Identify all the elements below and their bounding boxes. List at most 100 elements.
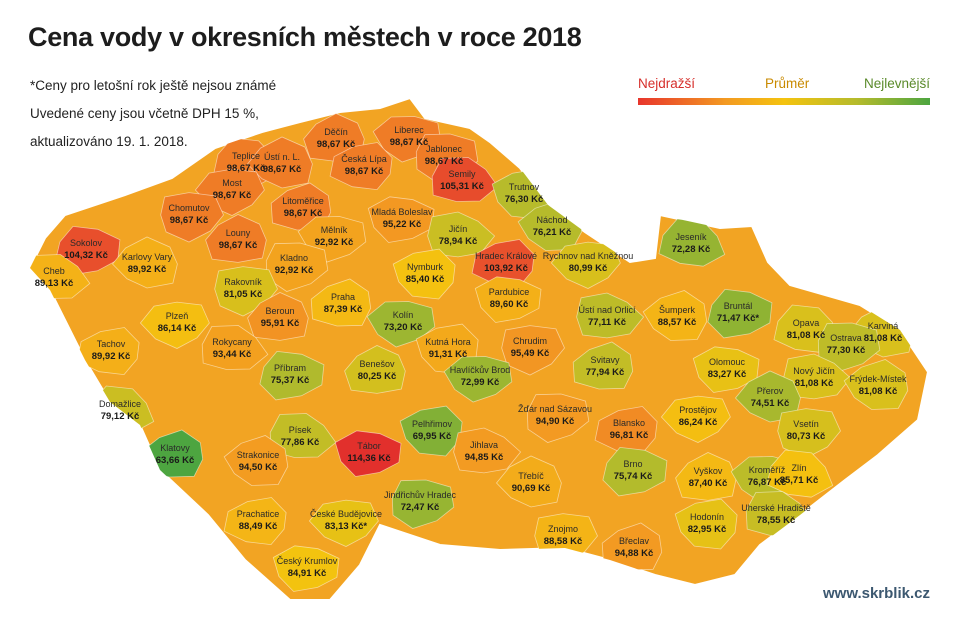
city-label-louny: Louny [226,228,251,238]
district-pisek [269,413,337,458]
legend-gradient-bar [638,98,930,105]
city-label-frydek-mistek: Frýdek-Místek [849,374,907,384]
city-label-brno: Brno [623,459,642,469]
district-brno [602,446,668,497]
note-vat: Uvedené ceny jsou včetně DPH 15 %, [30,106,259,121]
legend-label-high: Nejdražší [638,76,696,91]
district-havlickuv-brod [443,356,513,403]
price-label-rychnov-nad-kneznou: 80,99 Kč [569,263,608,274]
district-jicin [427,211,496,258]
price-label-nachod: 76,21 Kč [533,227,572,238]
district-bruntal [707,288,773,339]
price-label-hodonin: 82,95 Kč [688,524,727,535]
city-label-ceske-budejovice: České Budějovice [310,509,382,519]
district-sumperk [642,290,708,341]
district-hodonin [674,498,738,550]
city-label-plzen: Plzeň [166,311,189,321]
price-label-brno: 75,74 Kč [614,471,653,482]
price-label-hradec-kralove: 103,92 Kč [484,263,528,274]
district-mlada-boleslav [367,196,435,243]
city-label-cheb: Cheb [43,266,65,276]
district-vsetin [777,408,841,459]
city-label-kutna-hora: Kutná Hora [425,337,471,347]
district-olomouc [692,346,760,393]
district-praha [310,278,372,327]
district-ceska-lipa [329,142,393,191]
city-label-blansko: Blansko [613,418,645,428]
city-label-jicin: Jičín [449,224,468,234]
city-label-znojmo: Znojmo [548,524,578,534]
district-frydek-mistek [843,359,909,410]
city-label-pelhrimov: Pelhřimov [412,419,453,429]
price-label-jicin: 78,94 Kč [439,236,478,247]
city-label-bruntal: Bruntál [724,301,753,311]
price-label-rakovnik: 81,05 Kč [224,289,263,300]
district-pribram [259,350,325,401]
price-label-trebic: 90,69 Kč [512,483,551,494]
note-updated: aktualizováno 19. 1. 2018. [30,134,188,149]
city-label-rakovnik: Rakovník [224,277,262,287]
price-label-klatovy: 63,66 Kč [156,455,195,466]
color-legend: Nejdražší Průměr Nejlevnější [638,76,930,112]
site-url[interactable]: www.skrblik.cz [823,585,930,602]
city-label-olomouc: Olomouc [709,357,746,367]
district-jindrichuv-hradec [391,479,455,529]
city-label-chomutov: Chomutov [168,203,210,213]
city-label-benesov: Benešov [359,359,395,369]
price-label-uherske-hradiste: 78,55 Kč [757,515,796,526]
district-nymburk [392,248,456,300]
city-label-svitavy: Svitavy [590,355,620,365]
city-label-prachatice: Prachatice [237,509,280,519]
price-label-kutna-hora: 91,31 Kč [429,349,468,360]
price-label-louny: 98,67 Kč [219,240,258,251]
price-label-cheb: 89,13 Kč [35,278,74,289]
district-beroun [247,292,309,341]
price-label-plzen: 86,14 Kč [158,323,197,334]
district-louny [205,214,267,263]
price-label-blansko: 96,81 Kč [610,430,649,441]
district-usti-n-l [246,136,313,189]
price-label-chomutov: 98,67 Kč [170,215,209,226]
district-pelhrimov [399,405,463,457]
price-label-usti-n-l: 98,67 Kč [263,164,302,175]
price-label-melnik: 92,92 Kč [315,237,354,248]
price-label-karlovy-vary: 89,92 Kč [128,264,167,275]
price-label-usti-nad-orlici: 77,11 Kč [588,317,626,328]
price-label-mlada-boleslav: 95,22 Kč [383,219,422,230]
district-benesov [344,345,406,394]
price-label-domazlice: 79,12 Kč [101,411,140,422]
city-label-melnik: Mělník [321,225,348,235]
district-svitavy [572,341,634,390]
city-label-nymburk: Nymburk [407,262,444,272]
city-label-klatovy: Klatovy [160,443,190,453]
city-label-prerov: Přerov [757,386,784,396]
price-label-opava: 81,08 Kč [787,330,826,341]
city-label-kromeriz: Kroměříž [749,465,786,475]
price-label-olomouc: 83,27 Kč [708,369,747,380]
price-label-rokycany: 93,44 Kč [213,349,252,360]
city-label-ostrava: Ostrava [830,333,862,343]
price-label-frydek-mistek: 81,08 Kč [859,386,898,397]
note-unknown-prices: *Ceny pro letošní rok ještě nejsou známé [30,78,277,93]
city-label-semily: Semily [448,169,476,179]
city-label-havlickuv-brod: Havlíčkův Brod [450,365,511,375]
district-rokycany [201,325,269,370]
city-label-beroun: Beroun [265,306,294,316]
district-jihlava [453,427,522,474]
price-label-kladno: 92,92 Kč [275,265,314,276]
city-label-rokycany: Rokycany [212,337,252,347]
price-label-sokolov: 104,32 Kč [64,250,108,261]
district-ceske-budejovice [308,499,379,547]
city-label-pardubice: Pardubice [489,287,530,297]
city-label-ceska-lipa: Česká Lípa [341,154,387,164]
city-label-litomerice: Litoměřice [282,196,324,206]
district-zdar-nad-sazavou [526,393,590,443]
city-label-nachod: Náchod [536,215,567,225]
price-label-breclav: 94,88 Kč [615,548,654,559]
city-label-kladno: Kladno [280,253,308,263]
city-label-breclav: Břeclav [619,536,650,546]
city-label-usti-nad-orlici: Ústí nad Orlicí [578,305,636,315]
district-strakonice [223,435,289,486]
city-label-liberec: Liberec [394,125,424,135]
